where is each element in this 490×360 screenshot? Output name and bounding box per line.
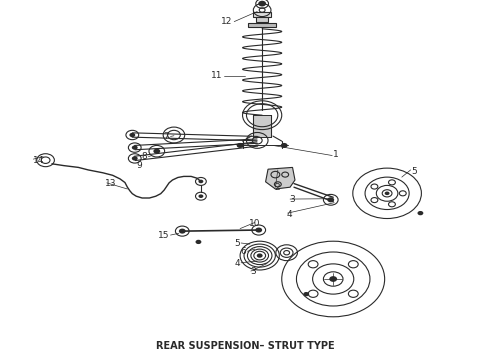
Text: 4: 4 bbox=[287, 210, 292, 219]
Circle shape bbox=[132, 145, 138, 150]
Text: 14: 14 bbox=[33, 156, 45, 165]
Circle shape bbox=[179, 229, 186, 234]
Text: REAR SUSPENSION– STRUT TYPE: REAR SUSPENSION– STRUT TYPE bbox=[156, 341, 334, 351]
Circle shape bbox=[132, 156, 138, 161]
Bar bbox=[253, 115, 271, 137]
Circle shape bbox=[385, 192, 390, 195]
Polygon shape bbox=[266, 167, 295, 189]
Text: 8: 8 bbox=[141, 152, 147, 161]
Circle shape bbox=[129, 133, 135, 137]
Text: 2: 2 bbox=[274, 183, 280, 192]
Circle shape bbox=[281, 143, 288, 148]
Circle shape bbox=[257, 253, 263, 258]
Circle shape bbox=[198, 180, 203, 183]
Circle shape bbox=[153, 149, 160, 154]
Text: 3: 3 bbox=[250, 267, 256, 276]
Text: 6: 6 bbox=[241, 248, 246, 256]
Circle shape bbox=[258, 1, 266, 6]
Circle shape bbox=[329, 276, 337, 282]
Circle shape bbox=[417, 211, 423, 215]
Circle shape bbox=[327, 197, 334, 202]
Circle shape bbox=[255, 228, 262, 233]
Text: 13: 13 bbox=[105, 179, 117, 188]
Text: 4: 4 bbox=[235, 259, 240, 268]
Bar bbox=[256, 17, 268, 22]
Circle shape bbox=[237, 143, 244, 148]
Circle shape bbox=[196, 240, 201, 244]
Circle shape bbox=[198, 194, 203, 198]
Bar bbox=[248, 23, 276, 27]
Text: 1: 1 bbox=[333, 150, 339, 159]
Text: 10: 10 bbox=[249, 219, 261, 228]
Text: 11: 11 bbox=[212, 71, 223, 80]
Text: 7: 7 bbox=[163, 132, 169, 141]
Text: 12: 12 bbox=[221, 17, 233, 26]
Bar bbox=[253, 12, 271, 17]
Text: 5: 5 bbox=[234, 239, 240, 248]
Text: 9: 9 bbox=[136, 161, 142, 170]
Circle shape bbox=[303, 292, 309, 296]
Text: 3: 3 bbox=[289, 195, 295, 204]
Text: 15: 15 bbox=[158, 231, 169, 240]
Text: 5: 5 bbox=[412, 166, 417, 176]
